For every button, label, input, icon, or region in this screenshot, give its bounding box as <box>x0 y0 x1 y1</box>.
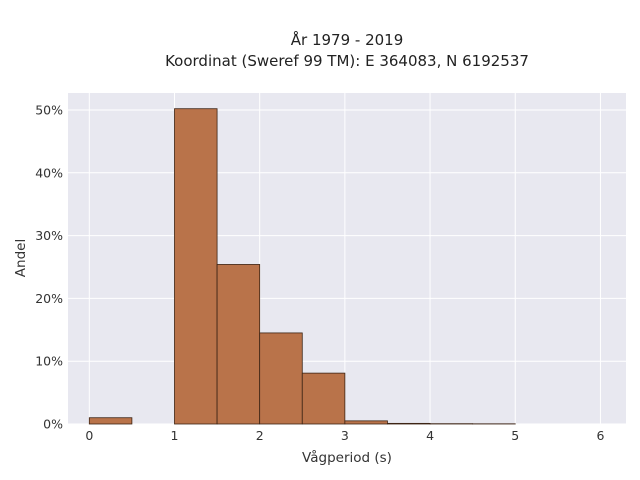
x-axis-label: Vågperiod (s) <box>302 449 392 466</box>
y-tick-label: 50% <box>35 102 63 117</box>
histogram-bar <box>344 420 388 425</box>
x-tick-label: 1 <box>171 428 179 443</box>
plot-area <box>68 93 626 424</box>
chart-title-line-1: År 1979 - 2019 <box>291 30 404 49</box>
histogram-bar <box>174 108 218 425</box>
x-axis-ticks: 0 1 2 3 4 5 6 <box>85 428 604 443</box>
x-tick-label: 2 <box>256 428 264 443</box>
histogram-bar <box>387 422 431 425</box>
histogram-bar <box>301 372 346 425</box>
x-tick-label: 3 <box>341 428 349 443</box>
y-axis-ticks: 0% 10% 20% 30% 40% 50% <box>35 102 63 431</box>
x-tick-label: 4 <box>426 428 434 443</box>
y-tick-label: 0% <box>43 417 63 432</box>
histogram-bar <box>216 264 261 425</box>
x-tick-label: 6 <box>596 428 604 443</box>
y-tick-label: 10% <box>35 354 63 369</box>
y-axis-label: Andel <box>13 239 29 277</box>
bars <box>88 108 516 425</box>
x-tick-label: 5 <box>511 428 519 443</box>
y-tick-label: 40% <box>35 165 63 180</box>
x-tick-label: 0 <box>85 428 93 443</box>
chart-title-line-2: Koordinat (Sweref 99 TM): E 364083, N 61… <box>165 52 529 70</box>
y-tick-label: 30% <box>35 228 63 243</box>
gridlines <box>68 93 626 425</box>
histogram-bar <box>88 417 133 425</box>
y-tick-label: 20% <box>35 291 63 306</box>
histogram-bar <box>259 332 303 425</box>
